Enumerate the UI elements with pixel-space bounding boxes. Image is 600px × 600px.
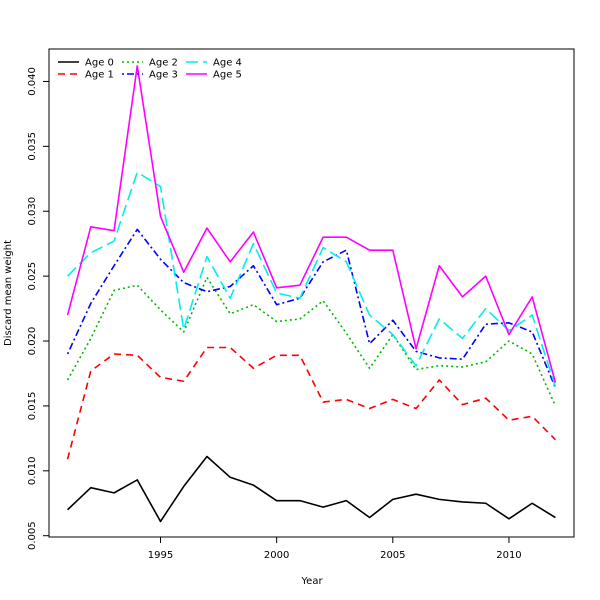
- y-tick-label: 0.015: [27, 392, 38, 421]
- legend-label: Age 4: [213, 58, 242, 69]
- series-line-age-2: [66, 276, 557, 407]
- series-line-age-3: [66, 228, 557, 389]
- series-line-age-4: [67, 171, 557, 387]
- y-axis-title: Discard mean weight: [3, 240, 14, 346]
- x-axis-title: Year: [300, 576, 323, 587]
- x-tick-label: 1995: [148, 550, 173, 561]
- legend-label: Age 3: [149, 70, 178, 81]
- y-tick-label: 0.035: [27, 132, 38, 161]
- x-tick-label: 2005: [380, 550, 405, 561]
- legend-label: Age 1: [85, 70, 114, 81]
- series-line-age-0: [67, 455, 556, 523]
- series-line-age-5: [66, 65, 557, 383]
- y-tick-label: 0.010: [27, 456, 38, 485]
- y-tick-label: 0.005: [27, 521, 38, 550]
- x-axis: 1995 2000 2005 2010: [148, 537, 522, 561]
- plot-frame: [48, 48, 575, 538]
- y-tick-label: 0.025: [27, 262, 38, 291]
- legend-label: Age 0: [85, 58, 114, 69]
- legend-label: Age 2: [149, 58, 178, 69]
- x-tick-label: 2000: [264, 550, 289, 561]
- y-tick-label: 0.040: [27, 67, 38, 96]
- y-tick-label: 0.030: [27, 197, 38, 226]
- series-layer: [66, 65, 557, 523]
- x-tick-label: 2010: [496, 550, 521, 561]
- legend-label: Age 5: [213, 70, 242, 81]
- y-axis: 0.005 0.010 0.015 0.020 0.025 0.030 0.035 0.040: [27, 67, 49, 550]
- y-tick-label: 0.020: [27, 327, 38, 356]
- series-line-age-1: [66, 346, 556, 460]
